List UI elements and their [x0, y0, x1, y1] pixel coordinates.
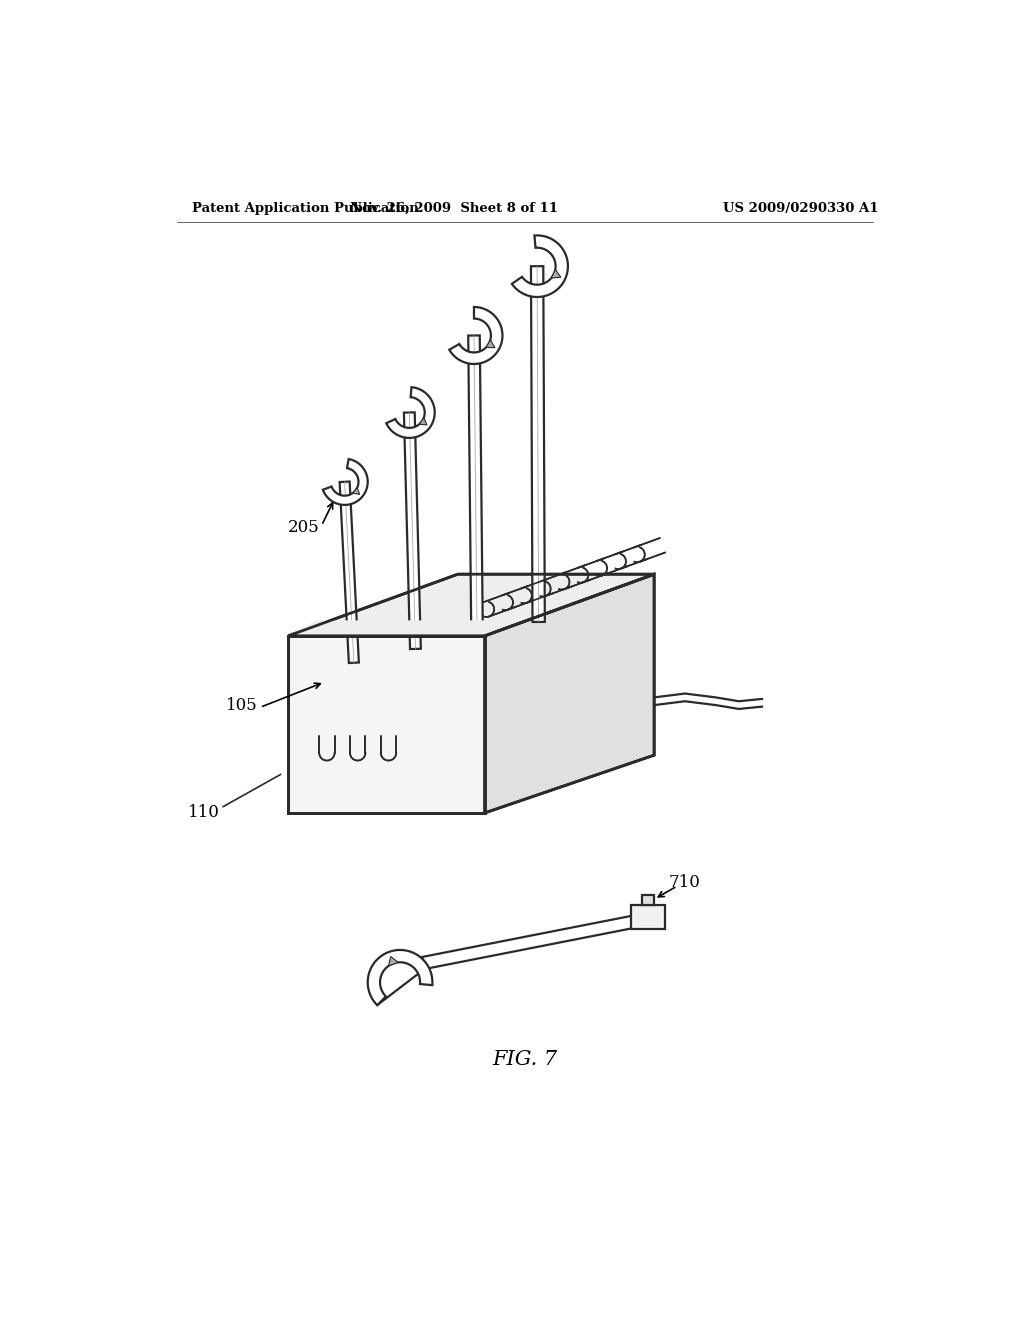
- Polygon shape: [289, 574, 654, 636]
- Text: 105: 105: [226, 697, 258, 714]
- Polygon shape: [551, 269, 561, 279]
- Polygon shape: [531, 267, 545, 622]
- Text: 110: 110: [187, 804, 219, 821]
- Polygon shape: [386, 387, 435, 438]
- Polygon shape: [368, 950, 432, 1005]
- Text: US 2009/0290330 A1: US 2009/0290330 A1: [723, 202, 879, 215]
- Polygon shape: [340, 482, 358, 663]
- Text: FIG. 7: FIG. 7: [493, 1049, 557, 1069]
- Polygon shape: [352, 487, 359, 495]
- Text: 710: 710: [669, 874, 700, 891]
- Polygon shape: [419, 417, 427, 425]
- Polygon shape: [631, 904, 666, 929]
- Polygon shape: [323, 459, 368, 504]
- Polygon shape: [289, 636, 484, 813]
- Polygon shape: [468, 335, 483, 636]
- Text: Patent Application Publication: Patent Application Publication: [193, 202, 419, 215]
- Polygon shape: [289, 620, 512, 636]
- Text: Nov. 26, 2009  Sheet 8 of 11: Nov. 26, 2009 Sheet 8 of 11: [350, 202, 558, 215]
- Polygon shape: [486, 339, 495, 347]
- Polygon shape: [642, 895, 654, 904]
- Text: 205: 205: [288, 520, 319, 536]
- Polygon shape: [450, 308, 503, 364]
- Polygon shape: [512, 235, 568, 297]
- Polygon shape: [484, 574, 654, 813]
- Polygon shape: [403, 412, 421, 649]
- Polygon shape: [388, 957, 398, 966]
